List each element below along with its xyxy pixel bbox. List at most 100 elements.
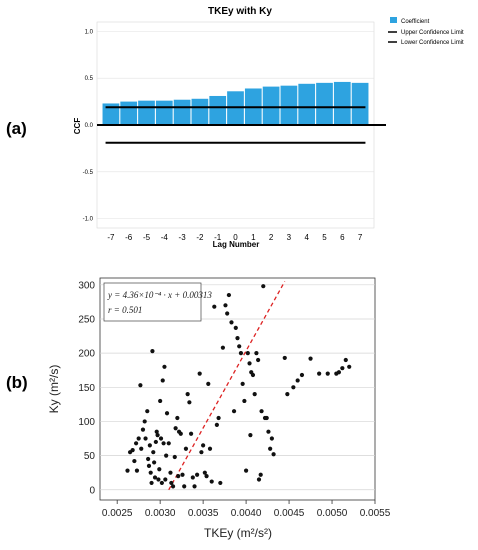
ccf-y-ticks: -1.0 -0.5 0.0 0.5 1.0 — [83, 29, 94, 222]
scatter-point — [271, 452, 276, 457]
ccf-x-tick-label: 5 — [322, 233, 327, 242]
ccf-bar — [316, 82, 333, 125]
scatter-point — [173, 426, 178, 431]
scatter-point — [317, 371, 322, 376]
scatter-point — [185, 392, 190, 397]
scatter-y-tick-label: 150 — [78, 383, 95, 394]
legend-coefficient-label: Coefficient — [401, 19, 430, 25]
ccf-bar — [280, 85, 298, 125]
ccf-x-tick-label: 1 — [251, 233, 256, 242]
ccf-limits — [105, 106, 366, 144]
ccf-x-tick-label: -1 — [214, 233, 222, 242]
ccf-x-tick-label: -3 — [179, 233, 187, 242]
scatter-point — [125, 468, 130, 473]
scatter-point — [147, 443, 152, 448]
scatter-point — [154, 429, 159, 434]
scatter-point — [212, 304, 217, 309]
scatter-point — [152, 475, 158, 480]
scatter-point — [143, 436, 148, 441]
ccf-bar — [333, 81, 351, 125]
scatter-point — [166, 441, 171, 446]
scatter-point — [202, 470, 207, 475]
scatter-point — [132, 458, 137, 464]
ccf-y-tick-label: 0.5 — [85, 76, 94, 82]
scatter-point — [163, 477, 168, 482]
ccf-x-tick-label: -6 — [125, 233, 133, 242]
scatter-point — [245, 351, 250, 356]
ccf-x-tick-label: -2 — [196, 233, 204, 242]
scatter-point — [145, 409, 150, 414]
scatter-point — [308, 356, 313, 361]
scatter-point — [146, 456, 151, 462]
scatter-point — [261, 284, 266, 289]
scatter-y-axis-label: Ky (m²/s) — [47, 365, 61, 414]
scatter-point — [157, 467, 162, 472]
scatter-point — [291, 385, 296, 390]
ccf-x-tick-label: 2 — [269, 233, 274, 242]
scatter-x-axis-label: TKEy (m²/s²) — [204, 526, 272, 540]
scatter-point — [190, 475, 195, 480]
scatter-point — [162, 364, 167, 369]
scatter-point — [168, 470, 173, 475]
ccf-title: TKEy with Ky — [208, 6, 272, 17]
scatter-point — [235, 336, 240, 341]
scatter-point — [156, 477, 161, 482]
scatter-point — [256, 357, 261, 363]
legend-coefficient-swatch — [390, 17, 397, 23]
ccf-bar — [120, 101, 138, 125]
scatter-point — [188, 431, 194, 436]
scatter-point — [138, 383, 143, 388]
scatter-point — [259, 409, 264, 414]
scatter-fit-line — [168, 281, 286, 491]
correlation-text: r = 0.501 — [108, 305, 142, 315]
scatter-point — [299, 372, 305, 378]
scatter-point — [159, 480, 164, 486]
scatter-point — [216, 415, 221, 421]
ccf-bar — [191, 98, 209, 125]
scatter-point — [252, 392, 257, 397]
scatter-point — [247, 361, 252, 366]
panel-a-label: (a) — [6, 119, 27, 138]
scatter-point — [264, 415, 269, 421]
scatter-y-tick-label: 200 — [78, 349, 95, 360]
scatter-point — [170, 484, 176, 489]
scatter-point — [172, 454, 177, 460]
scatter-point — [139, 446, 144, 451]
ccf-bar — [298, 83, 316, 125]
ccf-bar — [262, 86, 280, 125]
ccf-bar — [102, 103, 120, 125]
ccf-x-tick-label: 3 — [287, 233, 292, 242]
scatter-point — [149, 480, 154, 486]
scatter-point — [197, 371, 202, 376]
scatter-point — [187, 400, 192, 405]
scatter-y-tick-label: 300 — [78, 280, 95, 291]
scatter-point — [180, 472, 185, 477]
scatter-point — [148, 470, 153, 475]
scatter-point — [155, 433, 160, 438]
scatter-point — [178, 431, 183, 436]
scatter-point — [238, 351, 244, 356]
scatter-point — [142, 419, 147, 424]
scatter-point — [134, 468, 140, 473]
scatter-point — [164, 411, 170, 416]
scatter-x-tick-label: 0.0050 — [317, 508, 348, 519]
ccf-x-tick-label: -5 — [143, 233, 151, 242]
scatter-point — [220, 345, 225, 350]
ccf-x-tick-label: 6 — [340, 233, 345, 242]
scatter-point — [258, 472, 263, 477]
scatter-point — [164, 453, 169, 458]
scatter-point — [176, 473, 181, 479]
scatter-point — [195, 472, 200, 477]
scatter-y-tick-label: 250 — [78, 314, 95, 325]
scatter-point — [201, 443, 206, 448]
scatter-point — [199, 450, 204, 455]
scatter-x-ticks: 0.0025 0.0030 0.0035 0.0040 0.0045 0.0050 0.00… — [102, 508, 391, 519]
scatter-point — [226, 292, 232, 298]
scatter-point — [151, 450, 156, 455]
scatter-point — [153, 439, 158, 445]
scatter-point — [207, 446, 213, 451]
scatter-point — [214, 422, 219, 427]
scatter-point — [158, 436, 164, 441]
scatter-point — [229, 320, 234, 325]
